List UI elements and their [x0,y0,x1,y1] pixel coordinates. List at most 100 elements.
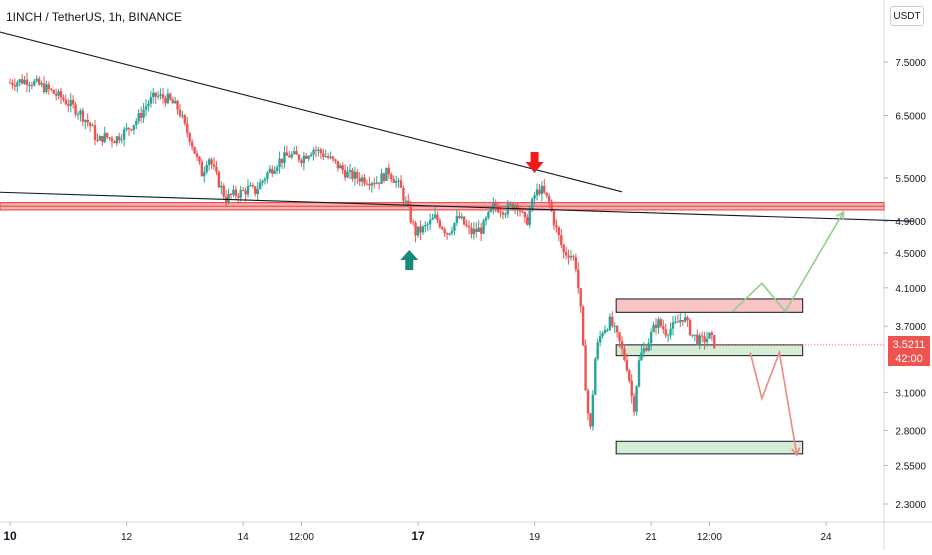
candle-body [416,226,420,236]
candle-body [394,181,398,183]
candle-body [275,167,279,171]
candle-body [79,110,82,115]
candle-body [475,228,478,233]
candle-body [205,165,208,173]
candle-body [261,180,264,183]
candle-body [421,226,425,233]
bearish-projection-path [749,349,798,456]
candle-body [443,229,446,234]
candle-body [186,123,189,134]
candle-body [203,172,206,177]
candle-body [436,214,439,221]
candle-countdown-label: 42:00 [895,353,923,365]
candle-body [173,100,177,104]
candle-body [54,93,58,96]
candle-body [67,104,70,106]
candle-body [363,177,366,184]
candle-body [574,257,578,270]
candle-body [382,173,386,181]
price-tick-label: 4.5000 [895,249,926,260]
candle-body [511,203,514,210]
candle-body [222,185,225,197]
candle-body [596,342,599,359]
candle-body [244,190,247,195]
candle-body [399,180,403,188]
candle-body [336,160,340,169]
candle-body [113,141,116,144]
candle-body [13,85,17,87]
candle-body [50,89,53,91]
candle-body [555,225,558,228]
candle-body [360,177,364,182]
candle-body [346,171,349,178]
candle-body [424,225,427,227]
time-tick-label: 12:00 [289,532,314,543]
candle-body [676,321,680,323]
candle-body [314,149,318,151]
candle-body [409,205,412,222]
candle-body [628,370,631,381]
candle-body [688,320,692,336]
candle-body [30,85,34,87]
time-tick-label: 12 [121,532,133,543]
candle-body [618,332,621,342]
candle-body [438,220,442,228]
red-down-arrow-icon [525,152,544,173]
candle-body [652,324,655,333]
candle-body [297,154,301,161]
candle-body [210,159,213,165]
candle-body [319,149,323,154]
candles-group [8,72,716,431]
candle-body [169,93,172,100]
time-tick-label: 24 [820,532,832,543]
currency-selector-button[interactable]: USDT [890,6,924,26]
candle-body [118,136,121,141]
candle-body [212,164,216,167]
candle-body [149,97,153,104]
candle-body [137,113,140,122]
candle-body [654,324,658,328]
candle-body [37,78,41,85]
candle-body [239,189,242,198]
candle-body [351,169,354,179]
candle-body [606,329,609,331]
candle-body [98,136,102,141]
candle-body [552,210,556,226]
candle-body [368,184,371,186]
candle-body [331,156,335,160]
price-tick-label: 4.1000 [895,284,926,295]
candle-body [232,189,235,195]
candle-body [598,335,602,343]
candle-body [455,216,459,223]
candle-body [608,316,612,330]
candle-body [258,182,262,190]
candle-body [142,109,145,118]
candle-body [57,91,60,96]
candle-body [193,146,196,154]
candle-body [154,92,157,97]
candle-body [662,326,665,330]
candle-body [681,319,684,322]
candle-body [577,269,580,289]
candle-body [489,208,493,212]
candle-body [234,189,238,196]
candle-body [312,149,315,155]
candle-body [385,167,388,181]
candle-body [122,129,126,140]
candle-body [127,127,131,130]
candle-body [271,168,274,174]
candle-body [81,110,85,122]
candle-body [52,89,55,94]
candle-body [74,104,77,115]
candle-body [494,203,497,208]
candle-body [370,183,374,186]
candle-body [159,94,162,96]
candle-body [198,156,201,162]
candle-body [637,360,641,387]
candle-body [620,341,624,349]
time-tick-label: 19 [529,532,541,543]
candle-body [115,136,119,144]
candle-body [20,79,24,84]
